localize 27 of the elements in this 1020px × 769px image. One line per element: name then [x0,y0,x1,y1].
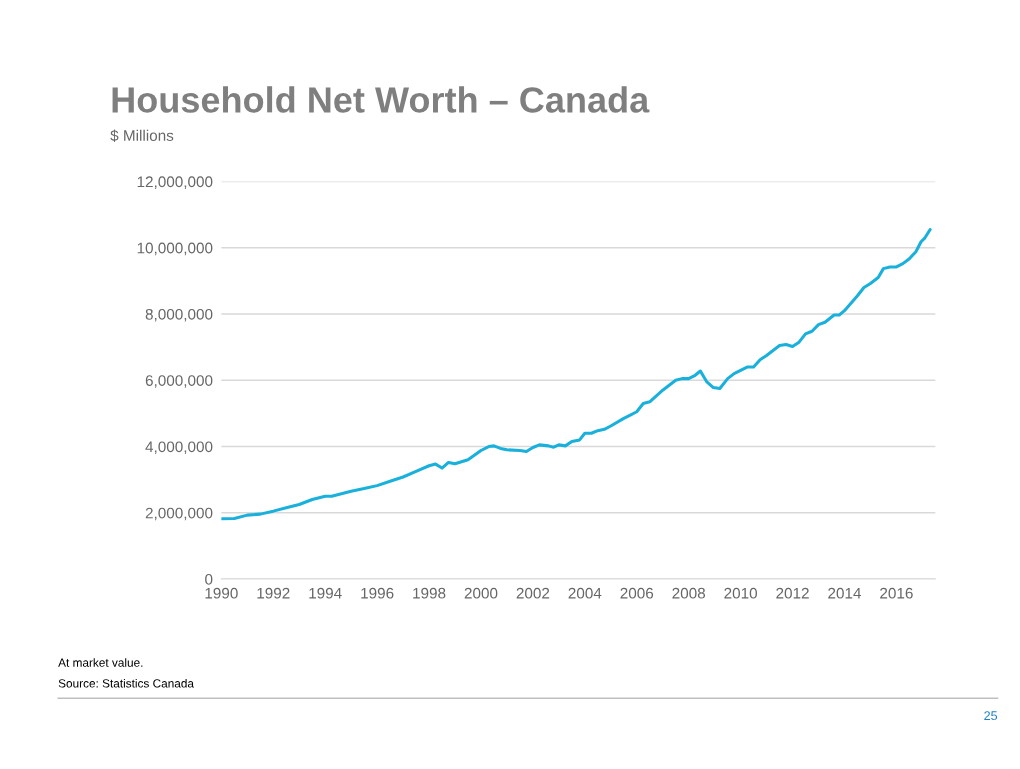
x-tick-label: 1994 [309,587,342,599]
y-tick-label: 2,000,000 [145,507,213,521]
x-tick-label: 2016 [880,587,913,599]
x-tick-label: 1998 [413,587,446,599]
y-tick-label: 0 [205,573,213,585]
chart-title: Household Net Worth – Canada [112,86,650,113]
x-tick-label: 2012 [776,587,809,599]
x-tick-label: 1992 [257,587,290,599]
x-tick-label: 1990 [205,587,238,599]
y-tick-label: 10,000,000 [137,242,213,256]
text: At market value. [58,658,143,667]
text: 25 [984,711,998,721]
y-axis-title: $ Millions [110,129,174,142]
y-tick-label: 6,000,000 [145,375,213,388]
x-tick-label: 2008 [672,587,706,599]
x-tick-label: 2002 [516,587,550,599]
y-tick-label: 8,000,000 [145,308,213,322]
x-tick-label: 2004 [568,587,602,599]
line-series [221,227,932,521]
y-tick-label: 12,000,000 [137,176,213,189]
x-tick-label: 2010 [724,587,758,599]
source-note: Source: Statistics Canada [58,678,194,688]
x-tick-label: 2006 [620,587,654,599]
x-tick-label: 1996 [361,587,394,599]
y-tick-label: 4,000,000 [145,441,213,455]
x-tick-label: 2000 [464,587,498,599]
x-tick-label: 2014 [828,587,862,599]
